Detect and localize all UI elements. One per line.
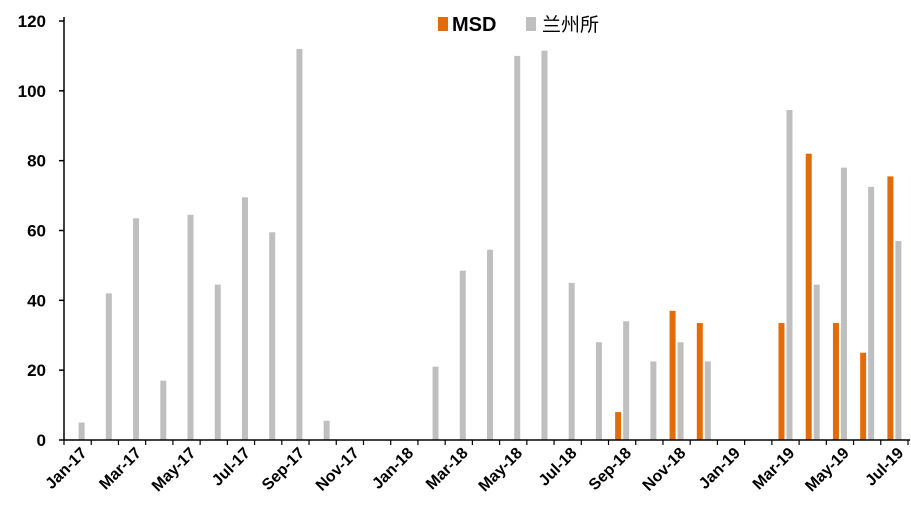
bar-msd-Sep-18 (615, 412, 622, 440)
bar-lanzhou-Sep-17 (296, 48, 303, 441)
bar-msd-Mar-19 (778, 323, 785, 440)
x-tick-label: Sep-18 (586, 445, 635, 494)
bar-lanzhou-Jun-18 (541, 50, 548, 441)
bar-msd-May-19 (832, 323, 839, 440)
bar-lanzhou-Mar-18 (459, 270, 466, 440)
x-tick-label: Jul-18 (536, 445, 581, 490)
y-tick-label: 0 (37, 431, 46, 450)
y-tick-label: 40 (27, 291, 46, 310)
y-tick-label: 20 (27, 361, 46, 380)
bar-lanzhou-Apr-19 (813, 284, 820, 440)
bar-lanzhou-Mar-19 (786, 110, 793, 440)
bar-lanzhou-Mar-17 (133, 218, 140, 440)
bar-lanzhou-Jul-17 (241, 197, 248, 440)
y-tick-label: 120 (18, 12, 46, 31)
bar-msd-Apr-19 (805, 153, 812, 440)
legend-swatch-msd (438, 17, 448, 31)
bar-lanzhou-Feb-17 (105, 293, 112, 440)
bars (78, 48, 902, 441)
x-tick-label: May-19 (802, 445, 852, 495)
x-tick-label: Jul-19 (862, 445, 907, 490)
bar-msd-Jul-19 (887, 176, 894, 440)
x-tick-label: Jan-19 (696, 445, 744, 493)
bar-lanzhou-Nov-18 (677, 342, 684, 440)
x-tick-label: Jul-17 (209, 445, 254, 490)
y-tick-label: 80 (27, 152, 46, 171)
bar-lanzhou-Aug-18 (595, 342, 602, 440)
x-tick-label: Nov-18 (640, 445, 690, 495)
bar-lanzhou-Apr-17 (160, 380, 167, 440)
bar-lanzhou-Sep-18 (623, 321, 630, 440)
bar-lanzhou-May-17 (187, 214, 194, 440)
y-axis-ticks: 0 20 40 60 80 100 120 (18, 12, 64, 450)
bar-lanzhou-Aug-17 (269, 232, 276, 440)
bar-lanzhou-Jun-17 (214, 284, 221, 440)
bar-lanzhou-Apr-18 (487, 249, 493, 440)
bar-lanzhou-May-19 (840, 167, 847, 440)
x-tick-label: Mar-18 (423, 445, 472, 494)
legend-label-msd: MSD (452, 14, 496, 36)
y-tick-label: 100 (18, 82, 46, 101)
bar-lanzhou-Jan-17 (78, 422, 85, 440)
bar-lanzhou-Feb-18 (432, 366, 439, 440)
x-tick-label: Mar-17 (96, 445, 145, 494)
x-tick-label: Mar-19 (750, 445, 799, 494)
bar-lanzhou-Jun-19 (868, 186, 875, 440)
bar-msd-Dec-18 (696, 323, 703, 440)
bar-msd-Nov-18 (669, 310, 676, 440)
bar-msd-Jun-19 (860, 352, 867, 440)
legend-label-lanzhou: 兰州所 (542, 14, 599, 36)
x-axis-ticks: Jan-17 Mar-17 May-17 Jul-17 Sep-17 Nov-17 Jan-… (43, 445, 908, 495)
x-tick-label: May-17 (149, 445, 199, 495)
y-tick-label: 60 (27, 222, 46, 241)
x-tick-label: Jan-18 (369, 445, 417, 493)
bar-lanzhou-Oct-18 (650, 361, 657, 440)
bar-lanzhou-May-18 (514, 55, 521, 441)
legend: MSD 兰州所 (438, 14, 599, 36)
bar-lanzhou-Jul-18 (568, 282, 575, 441)
x-tick-label: Jan-17 (43, 445, 91, 493)
bar-lanzhou-Dec-18 (704, 361, 711, 440)
x-tick-label: May-18 (476, 445, 526, 495)
x-tick-label: Sep-17 (259, 445, 308, 494)
bar-lanzhou-Jul-19 (895, 240, 902, 440)
bar-lanzhou-Oct-17 (323, 420, 330, 440)
x-tick-label: Nov-17 (313, 445, 363, 495)
legend-swatch-lanzhou (526, 17, 536, 31)
axes (63, 17, 910, 445)
